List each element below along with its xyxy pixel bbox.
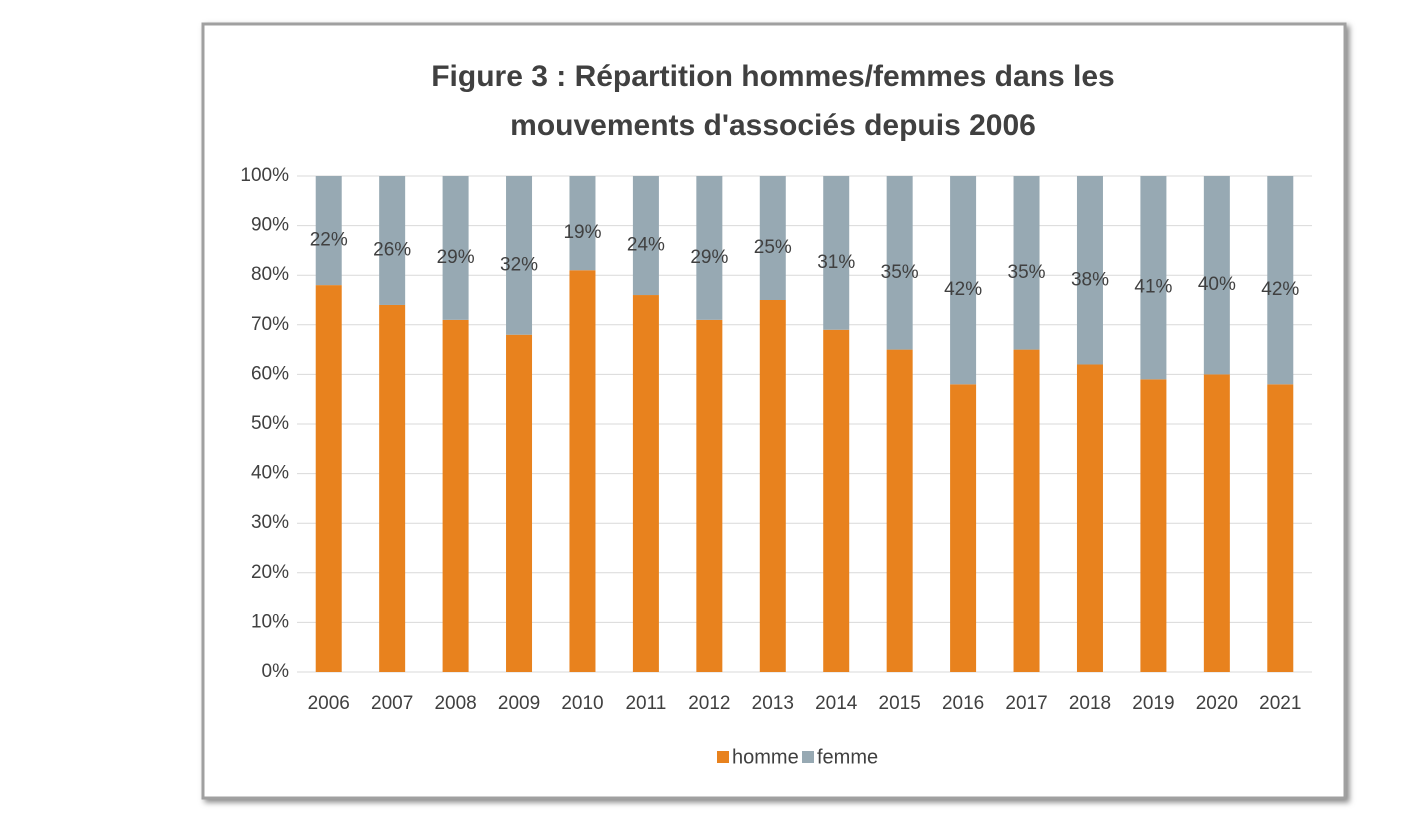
data-label: 22%	[310, 230, 348, 251]
x-tick-label: 2008	[434, 693, 476, 714]
x-tick-label: 2015	[879, 693, 921, 714]
bar-segment	[569, 270, 596, 672]
bar-segment	[950, 176, 977, 385]
x-tick-label: 2010	[561, 693, 603, 714]
y-tick-label: 60%	[251, 363, 289, 384]
bar-segment	[886, 349, 913, 672]
bar-segment	[506, 334, 533, 672]
x-tick-label: 2018	[1069, 693, 1111, 714]
bar-segment	[569, 176, 596, 271]
x-tick-label: 2016	[942, 693, 984, 714]
data-label: 42%	[1261, 279, 1299, 300]
bar-segment	[759, 300, 786, 672]
x-tick-label: 2020	[1196, 693, 1238, 714]
bar-segment	[632, 295, 659, 672]
bar-segment	[886, 176, 913, 350]
bar-segment	[379, 304, 406, 672]
bar-segment	[1013, 349, 1040, 672]
bar-segment	[696, 176, 723, 320]
bar-segment	[1140, 176, 1167, 380]
y-tick-label: 30%	[251, 512, 289, 533]
x-tick-label: 2006	[308, 693, 350, 714]
x-tick-label: 2012	[688, 693, 730, 714]
bar-segment	[1013, 176, 1040, 350]
bar-segment	[823, 329, 850, 672]
x-tick-label: 2013	[752, 693, 794, 714]
data-label: 32%	[500, 254, 538, 275]
y-tick-label: 50%	[251, 413, 289, 434]
bar-segment	[315, 285, 342, 672]
bar-segment	[1140, 379, 1167, 672]
bar-segment	[950, 384, 977, 672]
data-label: 24%	[627, 235, 665, 256]
x-tick-label: 2011	[625, 693, 666, 714]
bar-segment	[696, 319, 723, 672]
data-label: 42%	[944, 279, 982, 300]
bar-segment	[1267, 176, 1294, 385]
data-label: 29%	[437, 247, 475, 268]
legend-label: femme	[817, 746, 878, 768]
bar-segment	[1267, 384, 1294, 672]
legend-swatch	[802, 751, 814, 763]
data-label: 35%	[881, 262, 919, 283]
x-tick-label: 2009	[498, 693, 540, 714]
data-label: 29%	[690, 247, 728, 268]
chart-title: mouvements d'associés depuis 2006	[510, 109, 1036, 142]
bar-segment	[1076, 364, 1103, 672]
y-tick-label: 20%	[251, 562, 289, 583]
bar-segment	[823, 176, 850, 330]
bar-segment	[506, 176, 533, 335]
y-tick-label: 0%	[262, 661, 290, 682]
data-label: 41%	[1134, 277, 1172, 298]
bar-segment	[1203, 374, 1230, 672]
bar-segment	[379, 176, 406, 305]
y-tick-label: 100%	[240, 165, 289, 186]
data-label: 40%	[1198, 274, 1236, 295]
data-label: 31%	[817, 252, 855, 273]
legend-swatch	[717, 751, 729, 763]
y-tick-label: 40%	[251, 463, 289, 484]
y-tick-label: 90%	[251, 215, 289, 236]
y-tick-label: 80%	[251, 264, 289, 285]
bar-segment	[632, 176, 659, 296]
bar-segment	[442, 319, 469, 672]
data-label: 26%	[373, 239, 411, 260]
legend-label: homme	[732, 746, 799, 768]
x-tick-label: 2017	[1005, 693, 1047, 714]
x-tick-label: 2007	[371, 693, 413, 714]
chart-title: Figure 3 : Répartition hommes/femmes dan…	[431, 60, 1115, 93]
bar-segment	[759, 176, 786, 300]
bar-segment	[1203, 176, 1230, 375]
data-label: 38%	[1071, 269, 1109, 290]
bar-segment	[1076, 176, 1103, 365]
x-tick-label: 2014	[815, 693, 858, 714]
bar-segment	[442, 176, 469, 320]
data-label: 19%	[563, 222, 601, 243]
x-tick-label: 2019	[1132, 693, 1174, 714]
y-tick-label: 10%	[251, 611, 289, 632]
x-tick-label: 2021	[1259, 693, 1301, 714]
y-tick-label: 70%	[251, 314, 289, 335]
data-label: 25%	[754, 237, 792, 258]
bar-segment	[315, 176, 342, 286]
data-label: 35%	[1008, 262, 1046, 283]
